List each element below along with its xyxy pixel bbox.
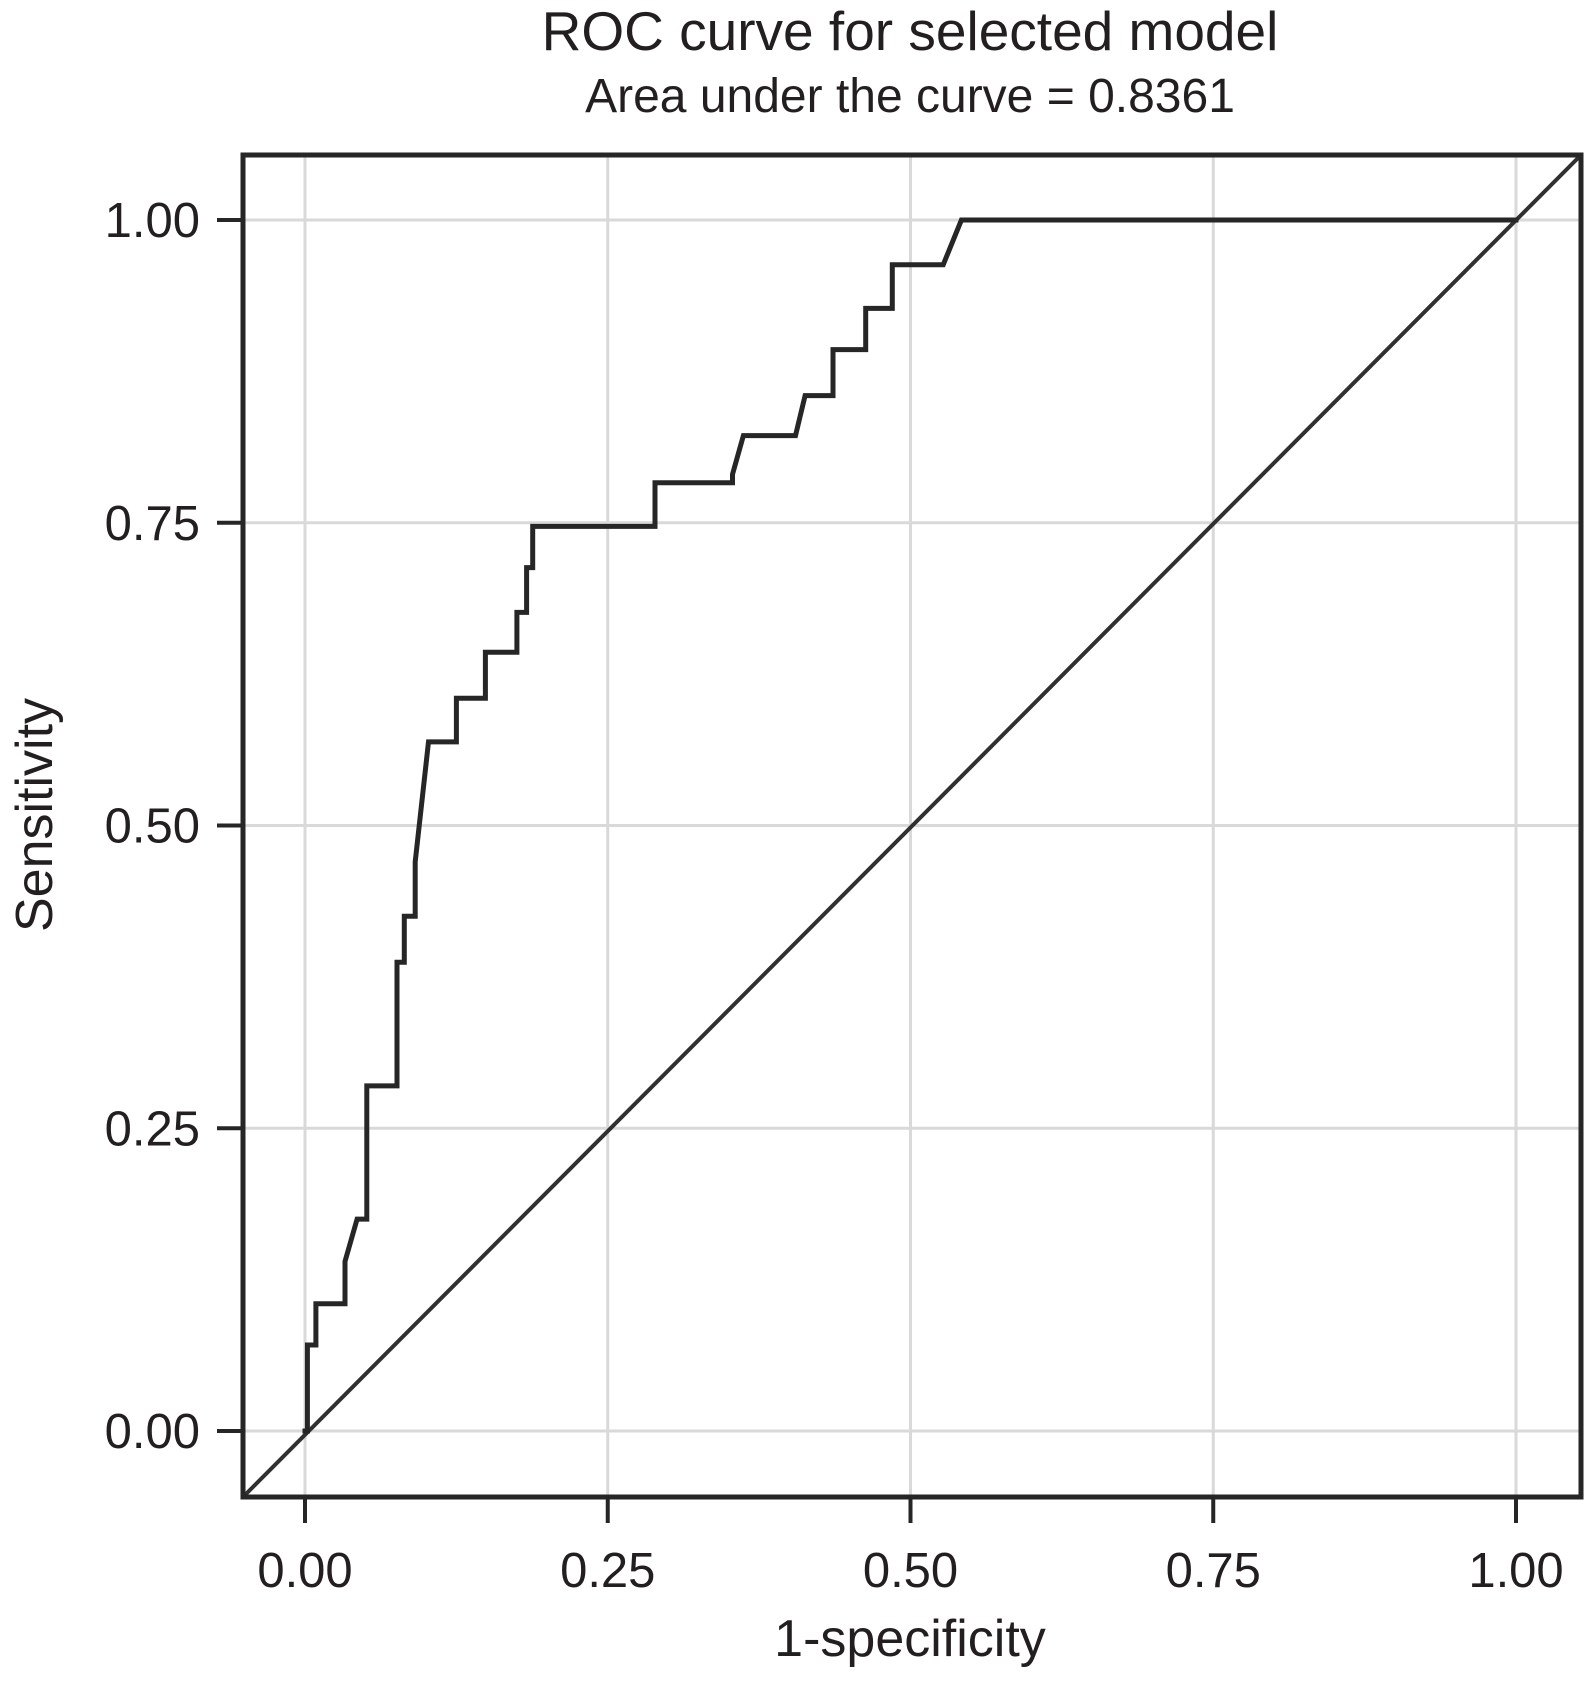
x-tick-label: 1.00 bbox=[1468, 1544, 1563, 1598]
x-tick-label: 0.50 bbox=[863, 1544, 958, 1598]
chart-title: ROC curve for selected model bbox=[542, 0, 1279, 62]
diagonal-reference-line bbox=[241, 153, 1583, 1499]
chart-subtitle: Area under the curve = 0.8361 bbox=[585, 70, 1235, 123]
x-tick-label: 0.75 bbox=[1166, 1544, 1261, 1598]
y-axis-tick-labels: 0.00 0.25 0.50 0.75 1.00 bbox=[105, 194, 200, 1459]
x-axis-label: 1-specificity bbox=[774, 1610, 1046, 1668]
y-tick-label: 0.50 bbox=[105, 800, 200, 854]
x-axis-ticks bbox=[303, 1497, 1518, 1523]
roc-curve bbox=[302, 217, 1519, 1434]
y-axis-label: Sensitivity bbox=[6, 698, 64, 932]
y-tick-label: 1.00 bbox=[105, 194, 200, 248]
y-tick-label: 0.75 bbox=[105, 497, 200, 551]
y-axis-ticks bbox=[217, 218, 243, 1433]
x-axis-tick-labels: 0.00 0.25 0.50 0.75 1.00 bbox=[257, 1544, 1563, 1598]
x-tick-label: 0.25 bbox=[560, 1544, 655, 1598]
y-tick-label: 0.25 bbox=[105, 1102, 200, 1156]
x-tick-label: 0.00 bbox=[257, 1544, 352, 1598]
y-tick-label: 0.00 bbox=[105, 1405, 200, 1459]
